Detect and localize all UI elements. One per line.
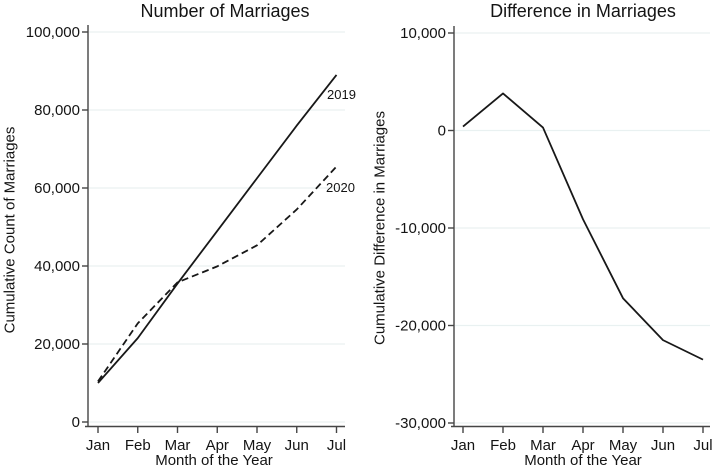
x-tick-label: Jan (451, 437, 475, 454)
left-y-axis-title: Cumulative Count of Marriages (1, 126, 19, 334)
left-chart-title: Number of Marriages (140, 1, 310, 21)
y-tick-label: -20,000 (395, 318, 446, 335)
series-line-2019 (97, 74, 338, 384)
x-tick-label: Jan (86, 437, 110, 454)
x-tick-label: Feb (490, 437, 516, 454)
right-x-axis-title: Month of the Year (524, 452, 642, 469)
left-chart: 100,000 80,000 60,000 40,000 20,000 0 Jan Feb Ma… (26, 24, 346, 454)
y-tick-label: -10,000 (395, 220, 446, 237)
x-tick-label: Jun (285, 437, 309, 454)
y-tick-label: 80,000 (34, 102, 80, 119)
y-tick-label: 0 (72, 414, 80, 431)
right-y-axis-title: Cumulative Difference in Marriages (371, 111, 389, 345)
x-tick-label: May (243, 437, 272, 454)
x-tick-label: Jul (327, 437, 346, 454)
series-line-2020 (97, 165, 338, 382)
series-label-2019: 2019 (327, 87, 356, 102)
right-chart: 10,000 0 -10,000 -20,000 -30,000 Jan Feb Mar Apr… (395, 25, 712, 454)
right-chart-title: Difference in Marriages (490, 1, 676, 21)
x-tick-label: Mar (165, 437, 191, 454)
x-tick-label: Jul (693, 437, 712, 454)
x-tick-label: Apr (571, 437, 594, 454)
x-tick-label: Jun (651, 437, 675, 454)
series-line (462, 92, 704, 361)
y-tick-label: 0 (438, 123, 446, 140)
x-tick-label: Feb (125, 437, 151, 454)
y-tick-label: 60,000 (34, 180, 80, 197)
x-tick-label: Mar (530, 437, 556, 454)
left-x-axis-title: Month of the Year (155, 452, 273, 469)
y-tick-label: 40,000 (34, 258, 80, 275)
series-label-2020: 2020 (326, 180, 355, 195)
x-tick-label: May (609, 437, 638, 454)
y-tick-label: 10,000 (400, 25, 446, 42)
y-tick-label: 20,000 (34, 336, 80, 353)
x-tick-label: Apr (206, 437, 229, 454)
y-tick-label: -30,000 (395, 415, 446, 432)
y-tick-label: 100,000 (26, 24, 80, 41)
